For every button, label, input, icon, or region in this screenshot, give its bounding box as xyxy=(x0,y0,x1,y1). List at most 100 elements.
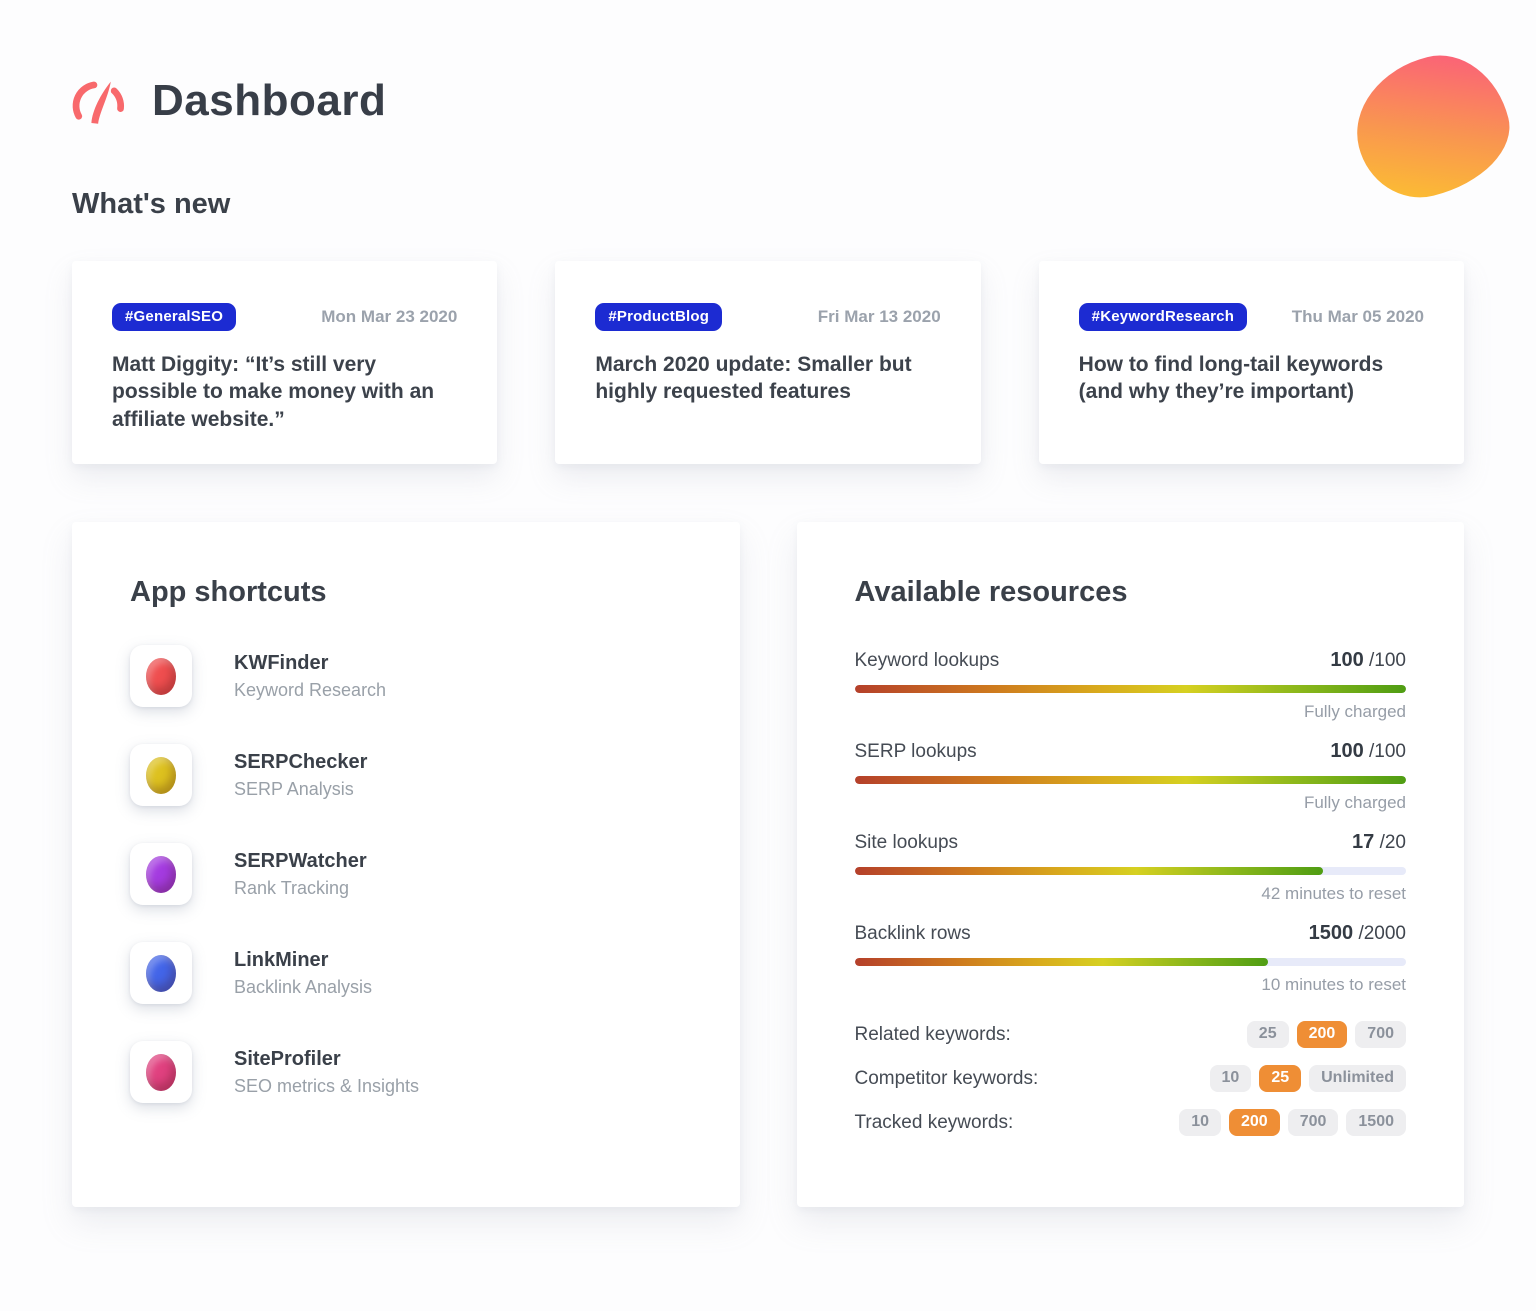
kwfinder-app-icon xyxy=(146,657,176,695)
whats-new-heading: What's new xyxy=(72,188,231,220)
shortcut-description: Rank Tracking xyxy=(234,877,350,898)
news-date: Fri Mar 13 2020 xyxy=(817,307,941,326)
meter-used: 100 xyxy=(1330,740,1364,762)
plan-chips: 10 200 700 1500 xyxy=(1179,1109,1406,1136)
meter-used: 1500 xyxy=(1308,922,1354,944)
meter-separator: / xyxy=(1379,832,1385,853)
news-tag-badge[interactable]: #GeneralSEO xyxy=(112,303,237,331)
progress-bar-fill xyxy=(854,958,1269,966)
meter-backlink-rows: Backlink rows 1500 /2000 10 minutes to r… xyxy=(854,922,1406,995)
shortcut-item-siteprofiler[interactable]: SiteProfiler SEO metrics & Insights xyxy=(130,1041,682,1103)
plan-chip: 1500 xyxy=(1346,1109,1406,1136)
meter-site-lookups: Site lookups 17 /20 42 minutes to reset xyxy=(854,831,1406,904)
news-title[interactable]: March 2020 update: Smaller but highly re… xyxy=(595,353,912,404)
resource-meters: Keyword lookups 100 /100 Fully charged S… xyxy=(854,649,1406,995)
shortcut-description: Backlink Analysis xyxy=(234,976,373,997)
news-card-meta: #GeneralSEO Mon Mar 23 2020 xyxy=(112,303,457,331)
shortcut-name[interactable]: SERPChecker xyxy=(234,750,368,773)
meter-note: 42 minutes to reset xyxy=(1261,884,1406,903)
main-panels: App shortcuts KWFinder Keyword Research xyxy=(72,522,1464,1267)
shortcut-name[interactable]: SERPWatcher xyxy=(234,849,367,872)
news-date: Mon Mar 23 2020 xyxy=(321,307,458,326)
meter-label: SERP lookups xyxy=(854,741,977,762)
meter-note: Fully charged xyxy=(1303,702,1406,721)
progress-bar xyxy=(854,867,1406,875)
meter-note: 10 minutes to reset xyxy=(1261,975,1406,994)
shortcut-description: SEO metrics & Insights xyxy=(234,1075,420,1096)
plan-chip: 700 xyxy=(1355,1021,1406,1048)
shortcut-list: KWFinder Keyword Research SERPChecker SE… xyxy=(130,645,682,1103)
meter-separator: / xyxy=(1369,741,1375,762)
news-card[interactable]: #ProductBlog Fri Mar 13 2020 March 2020 … xyxy=(555,261,981,464)
gauge-logo-icon[interactable] xyxy=(72,77,126,125)
shortcut-item-serpwatcher[interactable]: SERPWatcher Rank Tracking xyxy=(130,843,682,905)
plan-row-related-keywords: Related keywords: 25 200 700 xyxy=(854,1021,1406,1048)
app-tile[interactable] xyxy=(130,645,192,707)
serpchecker-app-icon xyxy=(146,756,176,794)
plan-chip-active: 25 xyxy=(1259,1065,1302,1092)
plan-row-tracked-keywords: Tracked keywords: 10 200 700 1500 xyxy=(854,1109,1406,1136)
shortcut-text: SERPWatcher Rank Tracking xyxy=(234,850,367,899)
meter-total: 100 xyxy=(1374,650,1406,671)
shortcut-item-serpchecker[interactable]: SERPChecker SERP Analysis xyxy=(130,744,682,806)
meter-label: Backlink rows xyxy=(854,923,971,944)
meter-note: Fully charged xyxy=(1303,793,1406,812)
app-tile[interactable] xyxy=(130,1041,192,1103)
app-tile[interactable] xyxy=(130,843,192,905)
plan-chips: 10 25 Unlimited xyxy=(1209,1065,1406,1092)
progress-bar xyxy=(854,685,1406,693)
plan-row-label: Tracked keywords: xyxy=(854,1111,1014,1133)
news-tag-badge[interactable]: #ProductBlog xyxy=(595,303,723,331)
shortcut-text: KWFinder Keyword Research xyxy=(234,652,386,701)
news-tag-badge[interactable]: #KeywordResearch xyxy=(1078,303,1248,331)
plan-limit-rows: Related keywords: 25 200 700 Competitor … xyxy=(854,1021,1406,1136)
siteprofiler-app-icon xyxy=(146,1053,176,1091)
progress-bar xyxy=(854,958,1406,966)
header: Dashboard xyxy=(72,0,1464,126)
progress-bar-fill xyxy=(854,867,1324,875)
news-card-meta: #KeywordResearch Thu Mar 05 2020 xyxy=(1078,303,1424,331)
app-tile[interactable] xyxy=(130,942,192,1004)
meter-value: 100 /100 xyxy=(1330,740,1406,763)
plan-chip: 10 xyxy=(1209,1065,1252,1092)
meter-total: 20 xyxy=(1384,832,1406,853)
news-card[interactable]: #GeneralSEO Mon Mar 23 2020 Matt Diggity… xyxy=(72,261,498,464)
app-shortcuts-panel: App shortcuts KWFinder Keyword Research xyxy=(72,522,740,1207)
news-card-row: #GeneralSEO Mon Mar 23 2020 Matt Diggity… xyxy=(72,261,1464,464)
plan-row-label: Competitor keywords: xyxy=(854,1067,1039,1089)
serpwatcher-app-icon xyxy=(146,855,176,893)
shortcut-name[interactable]: KWFinder xyxy=(234,651,329,674)
shortcut-item-kwfinder[interactable]: KWFinder Keyword Research xyxy=(130,645,682,707)
news-card[interactable]: #KeywordResearch Thu Mar 05 2020 How to … xyxy=(1038,261,1464,464)
meter-label: Site lookups xyxy=(854,832,959,853)
meter-total: 100 xyxy=(1374,741,1406,762)
news-date: Thu Mar 05 2020 xyxy=(1291,307,1424,326)
plan-chip-active: 200 xyxy=(1296,1021,1348,1048)
app-tile[interactable] xyxy=(130,744,192,806)
meter-label: Keyword lookups xyxy=(854,650,1000,671)
meter-serp-lookups: SERP lookups 100 /100 Fully charged xyxy=(854,740,1406,813)
progress-bar-fill xyxy=(854,685,1406,693)
news-title[interactable]: How to find long-tail keywords (and why … xyxy=(1078,353,1384,404)
plan-chip: 700 xyxy=(1287,1109,1339,1136)
plan-chip: 25 xyxy=(1246,1021,1289,1048)
shortcut-name[interactable]: SiteProfiler xyxy=(234,1047,341,1070)
meter-keyword-lookups: Keyword lookups 100 /100 Fully charged xyxy=(854,649,1406,722)
meter-used: 17 xyxy=(1352,831,1375,853)
news-title[interactable]: Matt Diggity: “It’s still very possible … xyxy=(112,353,435,431)
shortcut-text: SiteProfiler SEO metrics & Insights xyxy=(234,1048,419,1097)
meter-value: 17 /20 xyxy=(1352,831,1406,854)
dashboard-page: Dashboard What's new #GeneralSEO Mon Mar… xyxy=(72,0,1523,1267)
meter-used: 100 xyxy=(1330,649,1364,671)
shortcut-name[interactable]: LinkMiner xyxy=(234,948,329,971)
news-card-meta: #ProductBlog Fri Mar 13 2020 xyxy=(595,303,941,331)
plan-chips: 25 200 700 xyxy=(1246,1021,1406,1048)
meter-total: 2000 xyxy=(1363,923,1406,944)
linkminer-app-icon xyxy=(146,954,176,992)
shortcut-item-linkminer[interactable]: LinkMiner Backlink Analysis xyxy=(130,942,682,1004)
plan-chip-active: 200 xyxy=(1229,1109,1280,1136)
plan-chip: Unlimited xyxy=(1309,1065,1406,1092)
meter-value: 1500 /2000 xyxy=(1309,922,1406,945)
meter-separator: / xyxy=(1369,650,1375,671)
plan-row-label: Related keywords: xyxy=(854,1023,1011,1045)
